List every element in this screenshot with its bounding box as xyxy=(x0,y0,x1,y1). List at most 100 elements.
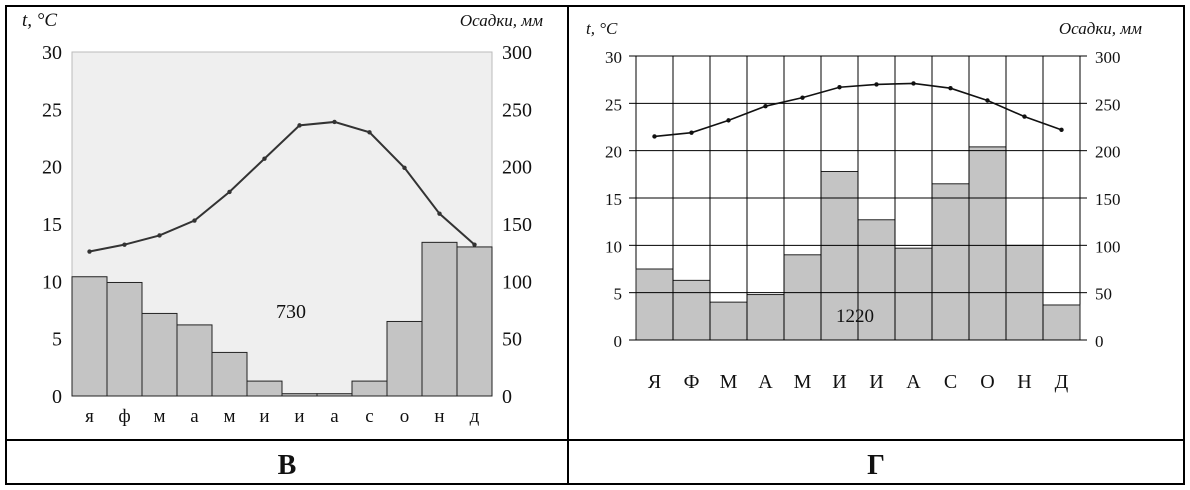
chart-g-temperature-point-12 xyxy=(1059,127,1064,133)
chart-g-temperature-point-4 xyxy=(763,103,768,109)
chart-v-month-label-1: я xyxy=(85,406,94,427)
chart-v-temperature-line xyxy=(87,119,477,254)
chart-v-precip-bar-2 xyxy=(106,281,143,397)
chart-v-precip-bar-6 xyxy=(246,380,283,397)
chart-g-temperature-point-1 xyxy=(652,134,657,139)
chart-g-month-label-7: И xyxy=(869,371,883,393)
chart-g-precip-bar-1 xyxy=(635,268,674,341)
chart-v-precip-bar-7 xyxy=(281,393,318,397)
chart-v-temperature-point-8 xyxy=(332,119,337,125)
chart-g-caption: Г xyxy=(867,450,885,481)
chart-v-temperature-point-4 xyxy=(192,218,197,223)
chart-g-month-label-1: Я xyxy=(648,371,661,393)
chart-g-temperature-point-8 xyxy=(911,81,916,86)
chart-v-temperature-point-7 xyxy=(297,123,302,128)
chart-g-temperature-line xyxy=(652,81,1064,139)
table-frame xyxy=(5,5,1185,485)
chart-g-month-label-11: Н xyxy=(1017,371,1031,393)
chart-g-temperature-point-9 xyxy=(948,85,953,91)
chart-v-left-tick-label-6: 30 xyxy=(42,42,62,64)
chart-v-month-label-11: н xyxy=(434,406,444,427)
chart-v-month-label-5: м xyxy=(223,406,235,427)
chart-g-left-axis-label: t, °C xyxy=(586,19,618,38)
chart-g-precip-bar-8 xyxy=(894,247,933,341)
chart-v-month-label-7: и xyxy=(294,406,304,427)
chart-v-temperature-point-1 xyxy=(87,249,92,254)
chart-g-left-tick-label-4: 20 xyxy=(605,143,622,162)
chart-g-annual-precipitation-total: 1220 xyxy=(836,306,874,327)
chart-g-right-tick-label-0: 0 xyxy=(1095,332,1104,351)
climate-chart-v: 0 5 10 15 20 25 30 0 50 100 150 200 250 300 я ф м а м и и а… xyxy=(22,10,543,481)
chart-v-month-label-9: с xyxy=(365,406,373,427)
chart-v-left-axis-label: t, °C xyxy=(22,10,57,31)
chart-v-right-axis-label: Осадки, мм xyxy=(460,11,543,30)
chart-g-right-tick-label-1: 50 xyxy=(1095,285,1112,304)
chart-g-left-tick-label-3: 15 xyxy=(605,190,622,209)
chart-v-left-tick-label-3: 15 xyxy=(42,214,62,236)
chart-v-month-label-10: о xyxy=(400,406,410,427)
chart-g-grid xyxy=(636,55,1080,341)
chart-v-precip-bar-8 xyxy=(316,393,353,397)
chart-g-right-tick-label-5: 250 xyxy=(1095,95,1121,114)
chart-v-precip-bar-11 xyxy=(421,241,458,397)
chart-g-temperature-point-5 xyxy=(800,95,805,100)
chart-g-temperature-point-2 xyxy=(689,130,694,135)
chart-v-right-tick-label-6: 300 xyxy=(502,42,532,64)
chart-g-precip-bar-12 xyxy=(1042,304,1081,341)
chart-v-right-tick-label-4: 200 xyxy=(502,157,532,179)
chart-v-month-label-2: ф xyxy=(118,406,130,427)
chart-v-temperature-point-5 xyxy=(227,189,232,195)
chart-v-temperature-point-6 xyxy=(262,156,267,161)
chart-v-right-axis-ticks: 0 50 100 150 200 250 300 xyxy=(502,42,532,408)
chart-g-right-tick-label-2: 100 xyxy=(1095,237,1121,256)
chart-v-temperature-polyline xyxy=(89,120,476,253)
chart-g-left-tick-label-1: 5 xyxy=(614,285,623,304)
chart-v-right-tick-label-5: 250 xyxy=(502,99,532,121)
chart-v-precip-bar-5 xyxy=(211,351,248,397)
chart-g-right-tick-label-4: 200 xyxy=(1095,143,1121,162)
chart-v-precip-bar-10 xyxy=(386,320,423,397)
chart-v-month-label-6: и xyxy=(259,406,269,427)
chart-g-left-tick-label-5: 25 xyxy=(605,95,622,114)
chart-g-month-label-5: М xyxy=(794,371,812,393)
chart-g-left-axis-ticks: 0 5 10 15 20 25 30 xyxy=(605,48,636,351)
chart-v-left-axis-ticks: 0 5 10 15 20 25 30 xyxy=(42,42,62,408)
chart-g-temperature-polyline xyxy=(654,82,1062,138)
chart-g-precip-bar-4 xyxy=(746,294,785,341)
chart-v-caption: В xyxy=(278,450,297,481)
chart-g-right-tick-label-3: 150 xyxy=(1095,190,1121,209)
chart-v-precipitation-bars xyxy=(71,241,493,397)
chart-v-month-label-8: а xyxy=(330,406,339,427)
chart-g-precip-bar-9 xyxy=(931,183,970,341)
chart-v-month-label-12: д xyxy=(470,406,480,427)
chart-g-precip-bar-2 xyxy=(672,279,711,341)
chart-g-month-label-12: Д xyxy=(1055,371,1069,393)
chart-v-precip-bar-9 xyxy=(351,380,388,397)
chart-g-left-tick-label-6: 30 xyxy=(605,48,622,67)
chart-g-left-tick-label-0: 0 xyxy=(614,332,623,351)
chart-g-right-axis-ticks: 0 50 100 150 200 250 300 xyxy=(1080,48,1121,351)
chart-v-right-tick-label-2: 100 xyxy=(502,271,532,293)
chart-v-temperature-point-10 xyxy=(402,165,407,171)
chart-v-temperature-point-2 xyxy=(122,242,127,247)
chart-g-right-tick-label-6: 300 xyxy=(1095,48,1121,67)
chart-g-temperature-point-10 xyxy=(985,98,990,103)
chart-v-precip-bar-12 xyxy=(456,246,493,397)
chart-g-precip-bar-7 xyxy=(857,219,896,341)
chart-g-right-axis-label: Осадки, мм xyxy=(1059,19,1142,38)
chart-g-month-label-10: О xyxy=(980,371,994,393)
chart-g-temperature-point-7 xyxy=(874,82,879,87)
chart-v-precip-bar-4 xyxy=(176,324,213,397)
chart-g-precip-bar-3 xyxy=(709,301,748,341)
chart-v-month-label-3: м xyxy=(153,406,165,427)
chart-v-temperature-point-11 xyxy=(437,211,442,216)
chart-g-precip-bar-5 xyxy=(783,254,822,341)
chart-v-month-label-4: а xyxy=(190,406,199,427)
chart-g-temperature-point-6 xyxy=(837,85,842,90)
chart-v-left-tick-label-5: 25 xyxy=(42,99,62,121)
chart-v-left-tick-label-0: 0 xyxy=(52,386,62,408)
chart-v-temperature-point-9 xyxy=(367,130,372,135)
